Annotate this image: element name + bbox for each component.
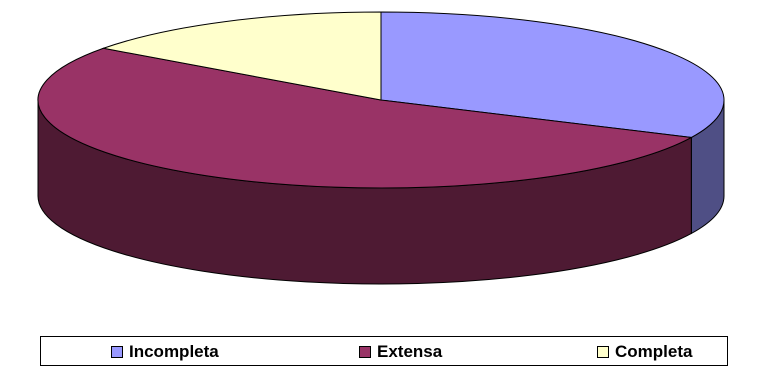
- pie-chart: [37, 11, 725, 285]
- legend-label-completa: Completa: [615, 342, 693, 361]
- legend-swatch-incompleta: [111, 346, 123, 358]
- legend-item-completa: Completa: [597, 342, 692, 362]
- slice-extensa: [37, 47, 693, 189]
- legend-swatch-completa: [597, 346, 609, 358]
- legend-swatch-extensa: [359, 346, 371, 358]
- legend: Incompleta Extensa Completa: [40, 336, 728, 366]
- legend-label-incompleta: Incompleta: [129, 342, 219, 361]
- legend-label-extensa: Extensa: [377, 342, 443, 361]
- slice-incompleta: [380, 11, 725, 138]
- legend-item-extensa: Extensa: [359, 342, 442, 362]
- slice-completa: [101, 11, 382, 101]
- legend-item-incompleta: Incompleta: [111, 342, 219, 362]
